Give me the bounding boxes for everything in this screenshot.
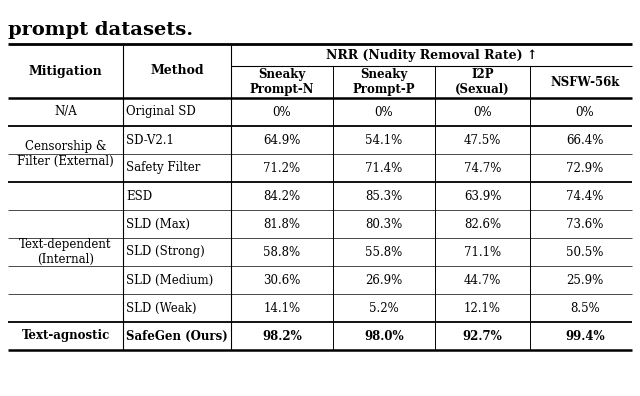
- Text: 5.2%: 5.2%: [369, 301, 399, 314]
- Text: NRR (Nudity Removal Rate) ↑: NRR (Nudity Removal Rate) ↑: [326, 48, 537, 61]
- Text: SLD (Strong): SLD (Strong): [126, 246, 205, 259]
- Text: Text-agnostic: Text-agnostic: [21, 329, 109, 343]
- Text: 85.3%: 85.3%: [365, 190, 403, 202]
- Text: Censorship &
Filter (External): Censorship & Filter (External): [17, 140, 114, 168]
- Text: Original SD: Original SD: [126, 105, 196, 118]
- Text: Sneaky
Prompt-P: Sneaky Prompt-P: [353, 68, 415, 96]
- Text: NSFW-56k: NSFW-56k: [550, 76, 620, 88]
- Text: SafeGen (Ours): SafeGen (Ours): [126, 329, 228, 343]
- Text: 58.8%: 58.8%: [264, 246, 301, 259]
- Text: 71.4%: 71.4%: [365, 162, 403, 175]
- Text: 30.6%: 30.6%: [263, 274, 301, 286]
- Text: 98.0%: 98.0%: [364, 329, 404, 343]
- Text: 98.2%: 98.2%: [262, 329, 302, 343]
- Text: 47.5%: 47.5%: [464, 133, 501, 147]
- Text: 80.3%: 80.3%: [365, 217, 403, 230]
- Text: 71.2%: 71.2%: [264, 162, 301, 175]
- Text: 14.1%: 14.1%: [264, 301, 301, 314]
- Text: 0%: 0%: [473, 105, 492, 118]
- Text: Safety Filter: Safety Filter: [126, 162, 200, 175]
- Text: Sneaky
Prompt-N: Sneaky Prompt-N: [250, 68, 314, 96]
- Text: ESD: ESD: [126, 190, 152, 202]
- Text: 73.6%: 73.6%: [566, 217, 604, 230]
- Text: prompt datasets.: prompt datasets.: [8, 21, 193, 39]
- Text: 12.1%: 12.1%: [464, 301, 501, 314]
- Text: 92.7%: 92.7%: [463, 329, 502, 343]
- Text: 84.2%: 84.2%: [264, 190, 301, 202]
- Text: 0%: 0%: [374, 105, 394, 118]
- Text: 44.7%: 44.7%: [464, 274, 501, 286]
- Text: 64.9%: 64.9%: [263, 133, 301, 147]
- Text: N/A: N/A: [54, 105, 77, 118]
- Text: 71.1%: 71.1%: [464, 246, 501, 259]
- Text: 72.9%: 72.9%: [566, 162, 604, 175]
- Text: Method: Method: [150, 65, 204, 78]
- Text: SD-V2.1: SD-V2.1: [126, 133, 174, 147]
- Text: 66.4%: 66.4%: [566, 133, 604, 147]
- Text: Text-dependent
(Internal): Text-dependent (Internal): [19, 238, 112, 266]
- Text: SLD (Medium): SLD (Medium): [126, 274, 213, 286]
- Text: 74.4%: 74.4%: [566, 190, 604, 202]
- Text: SLD (Weak): SLD (Weak): [126, 301, 196, 314]
- Text: 63.9%: 63.9%: [464, 190, 501, 202]
- Text: Mitigation: Mitigation: [29, 65, 102, 78]
- Text: SLD (Max): SLD (Max): [126, 217, 190, 230]
- Text: 74.7%: 74.7%: [464, 162, 501, 175]
- Text: 50.5%: 50.5%: [566, 246, 604, 259]
- Text: 26.9%: 26.9%: [365, 274, 403, 286]
- Text: 82.6%: 82.6%: [464, 217, 501, 230]
- Text: I2P
(Sexual): I2P (Sexual): [455, 68, 510, 96]
- Text: 81.8%: 81.8%: [264, 217, 301, 230]
- Text: 99.4%: 99.4%: [565, 329, 605, 343]
- Text: 8.5%: 8.5%: [570, 301, 600, 314]
- Text: 55.8%: 55.8%: [365, 246, 403, 259]
- Text: 25.9%: 25.9%: [566, 274, 604, 286]
- Text: 54.1%: 54.1%: [365, 133, 403, 147]
- Text: 0%: 0%: [576, 105, 595, 118]
- Text: 0%: 0%: [273, 105, 291, 118]
